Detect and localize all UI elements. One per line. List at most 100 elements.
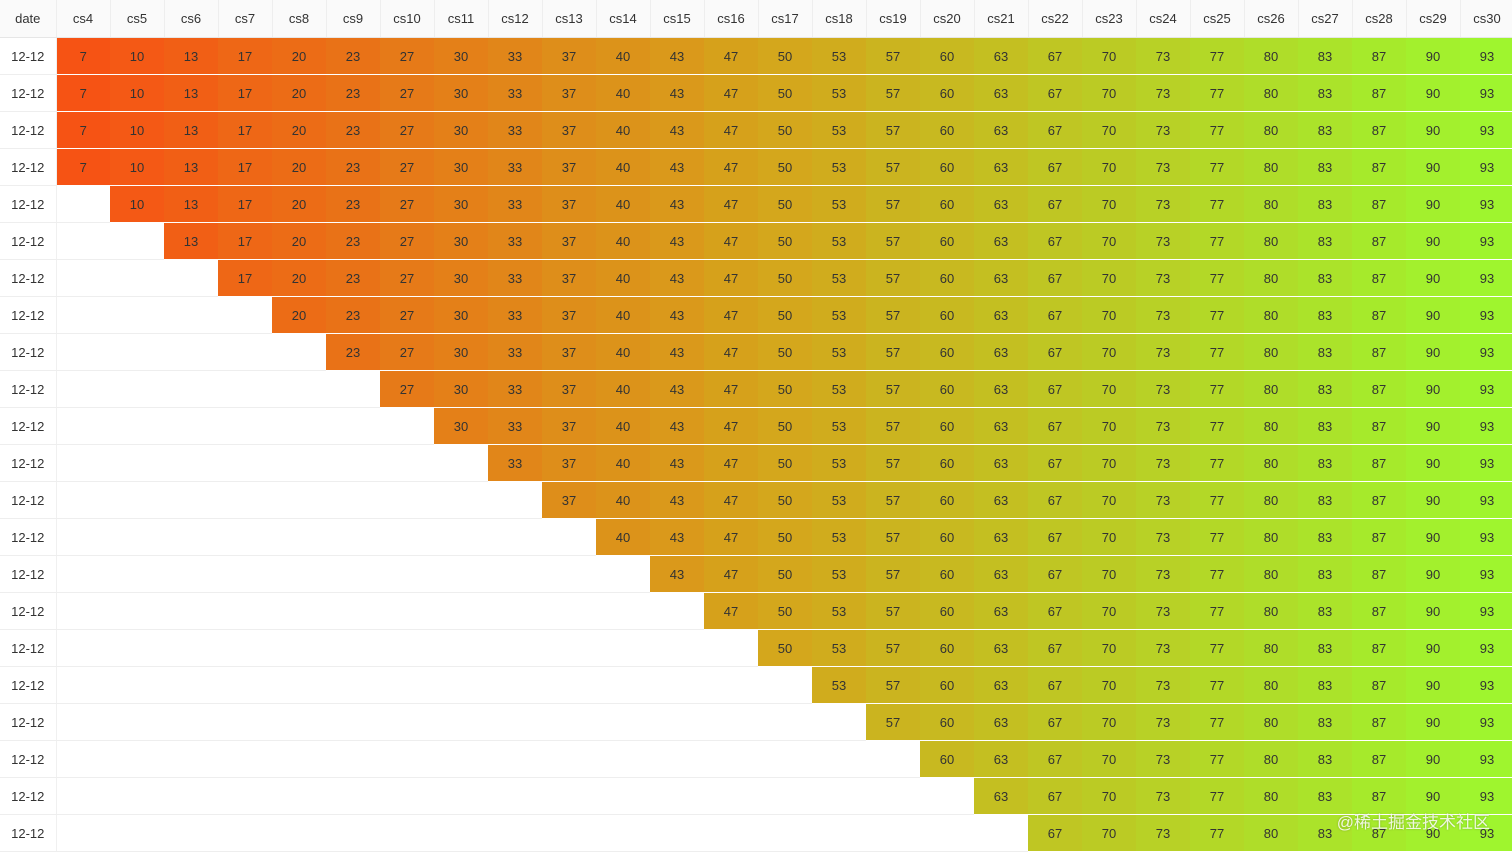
table-row[interactable]: 12-12 7 10 13 17 20 23 27 30 33 37 40 43 47 50 53 57 60 63… <box>0 148 1512 186</box>
empty-cell <box>56 481 110 519</box>
empty-cell <box>56 222 110 260</box>
value-cell: 87 <box>1352 259 1406 297</box>
empty-cell <box>380 814 434 852</box>
column-header-cs13[interactable]: cs13 <box>542 0 597 38</box>
date-cell: 12-12 <box>0 629 57 667</box>
table-row[interactable]: 12-12 53 57 60 63 67 70 73 77 80 83 87 90 93 <box>0 666 1512 704</box>
date-cell: 12-12 <box>0 222 57 260</box>
column-header-cs19[interactable]: cs19 <box>866 0 921 38</box>
empty-cell <box>542 518 596 556</box>
value-cell: 57 <box>866 148 920 186</box>
value-cell: 87 <box>1352 703 1406 741</box>
column-header-cs9[interactable]: cs9 <box>326 0 381 38</box>
value-cell: 63 <box>974 629 1028 667</box>
column-header-cs16[interactable]: cs16 <box>704 0 759 38</box>
date-cell: 12-12 <box>0 333 57 371</box>
table-row[interactable]: 12-12 57 60 63 67 70 73 77 80 83 87 90 93 <box>0 703 1512 741</box>
value-cell: 73 <box>1136 259 1190 297</box>
column-header-cs26[interactable]: cs26 <box>1244 0 1299 38</box>
table-row[interactable]: 12-12 63 67 70 73 77 80 83 87 90 93 <box>0 777 1512 815</box>
column-header-cs30[interactable]: cs30 <box>1460 0 1512 38</box>
value-cell: 63 <box>974 185 1028 223</box>
value-cell: 53 <box>812 518 866 556</box>
column-header-cs24[interactable]: cs24 <box>1136 0 1191 38</box>
table-row[interactable]: 12-12 10 13 17 20 23 27 30 33 37 40 43 47 50 53 57 60 63 6… <box>0 185 1512 223</box>
table-row[interactable]: 12-12 67 70 73 77 80 83 87 90 93 <box>0 814 1512 852</box>
date-cell: 12-12 <box>0 740 57 778</box>
table-row[interactable]: 12-12 7 10 13 17 20 23 27 30 33 37 40 43 47 50 53 57 60 63… <box>0 74 1512 112</box>
value-cell: 67 <box>1028 333 1082 371</box>
table-row[interactable]: 12-12 23 27 30 33 37 40 43 47 50 53 57 60 63 67 70 73 77 8… <box>0 333 1512 371</box>
column-header-cs11[interactable]: cs11 <box>434 0 489 38</box>
column-header-cs29[interactable]: cs29 <box>1406 0 1461 38</box>
value-cell: 87 <box>1352 555 1406 593</box>
table-row[interactable]: 12-12 27 30 33 37 40 43 47 50 53 57 60 63 67 70 73 77 80 8… <box>0 370 1512 408</box>
value-cell: 13 <box>164 222 218 260</box>
table-row[interactable]: 12-12 40 43 47 50 53 57 60 63 67 70 73 77 80 83 87 90 93 <box>0 518 1512 556</box>
table-row[interactable]: 12-12 50 53 57 60 63 67 70 73 77 80 83 87 90 93 <box>0 629 1512 667</box>
value-cell: 17 <box>218 37 272 75</box>
value-cell: 57 <box>866 666 920 704</box>
empty-cell <box>56 814 110 852</box>
column-header-cs17[interactable]: cs17 <box>758 0 813 38</box>
column-header-cs21[interactable]: cs21 <box>974 0 1029 38</box>
table-row[interactable]: 12-12 33 37 40 43 47 50 53 57 60 63 67 70 73 77 80 83 87 9… <box>0 444 1512 482</box>
column-header-cs7[interactable]: cs7 <box>218 0 273 38</box>
column-header-cs12[interactable]: cs12 <box>488 0 543 38</box>
table-row[interactable]: 12-12 37 40 43 47 50 53 57 60 63 67 70 73 77 80 83 87 90 9… <box>0 481 1512 519</box>
value-cell: 43 <box>650 148 704 186</box>
column-header-cs27[interactable]: cs27 <box>1298 0 1353 38</box>
column-header-cs14[interactable]: cs14 <box>596 0 651 38</box>
value-cell: 87 <box>1352 333 1406 371</box>
value-cell: 57 <box>866 370 920 408</box>
value-cell: 80 <box>1244 74 1298 112</box>
value-cell: 47 <box>704 296 758 334</box>
value-cell: 93 <box>1460 814 1512 852</box>
value-cell: 77 <box>1190 185 1244 223</box>
table-row[interactable]: 12-12 60 63 67 70 73 77 80 83 87 90 93 <box>0 740 1512 778</box>
value-cell: 50 <box>758 444 812 482</box>
table-row[interactable]: 12-12 13 17 20 23 27 30 33 37 40 43 47 50 53 57 60 63 67 7… <box>0 222 1512 260</box>
value-cell: 73 <box>1136 814 1190 852</box>
table-row[interactable]: 12-12 7 10 13 17 20 23 27 30 33 37 40 43 47 50 53 57 60 63… <box>0 111 1512 149</box>
empty-cell <box>488 703 542 741</box>
table-row[interactable]: 12-12 17 20 23 27 30 33 37 40 43 47 50 53 57 60 63 67 70 7… <box>0 259 1512 297</box>
value-cell: 50 <box>758 74 812 112</box>
column-header-cs18[interactable]: cs18 <box>812 0 867 38</box>
value-cell: 77 <box>1190 814 1244 852</box>
table-row[interactable]: 12-12 7 10 13 17 20 23 27 30 33 37 40 43 47 50 53 57 60 63… <box>0 37 1512 75</box>
table-row[interactable]: 12-12 47 50 53 57 60 63 67 70 73 77 80 83 87 90 93 <box>0 592 1512 630</box>
empty-cell <box>434 777 488 815</box>
empty-cell <box>650 666 704 704</box>
value-cell: 43 <box>650 481 704 519</box>
empty-cell <box>218 518 272 556</box>
column-header-cs25[interactable]: cs25 <box>1190 0 1245 38</box>
empty-cell <box>272 666 326 704</box>
column-header-date[interactable]: date <box>0 0 57 38</box>
table-row[interactable]: 12-12 20 23 27 30 33 37 40 43 47 50 53 57 60 63 67 70 73 7… <box>0 296 1512 334</box>
value-cell: 77 <box>1190 148 1244 186</box>
value-cell: 87 <box>1352 814 1406 852</box>
table-row[interactable]: 12-12 30 33 37 40 43 47 50 53 57 60 63 67 70 73 77 80 83 8… <box>0 407 1512 445</box>
value-cell: 80 <box>1244 629 1298 667</box>
column-header-cs10[interactable]: cs10 <box>380 0 435 38</box>
empty-cell <box>812 777 866 815</box>
column-header-cs4[interactable]: cs4 <box>56 0 111 38</box>
column-header-cs28[interactable]: cs28 <box>1352 0 1407 38</box>
column-header-cs15[interactable]: cs15 <box>650 0 705 38</box>
column-header-cs22[interactable]: cs22 <box>1028 0 1083 38</box>
value-cell: 67 <box>1028 481 1082 519</box>
value-cell: 60 <box>920 370 974 408</box>
value-cell: 40 <box>596 222 650 260</box>
value-cell: 20 <box>272 111 326 149</box>
empty-cell <box>272 370 326 408</box>
column-header-cs20[interactable]: cs20 <box>920 0 975 38</box>
value-cell: 60 <box>920 555 974 593</box>
column-header-cs8[interactable]: cs8 <box>272 0 327 38</box>
value-cell: 37 <box>542 407 596 445</box>
table-row[interactable]: 12-12 43 47 50 53 57 60 63 67 70 73 77 80 83 87 90 93 <box>0 555 1512 593</box>
column-header-cs6[interactable]: cs6 <box>164 0 219 38</box>
column-header-cs23[interactable]: cs23 <box>1082 0 1137 38</box>
column-header-cs5[interactable]: cs5 <box>110 0 165 38</box>
